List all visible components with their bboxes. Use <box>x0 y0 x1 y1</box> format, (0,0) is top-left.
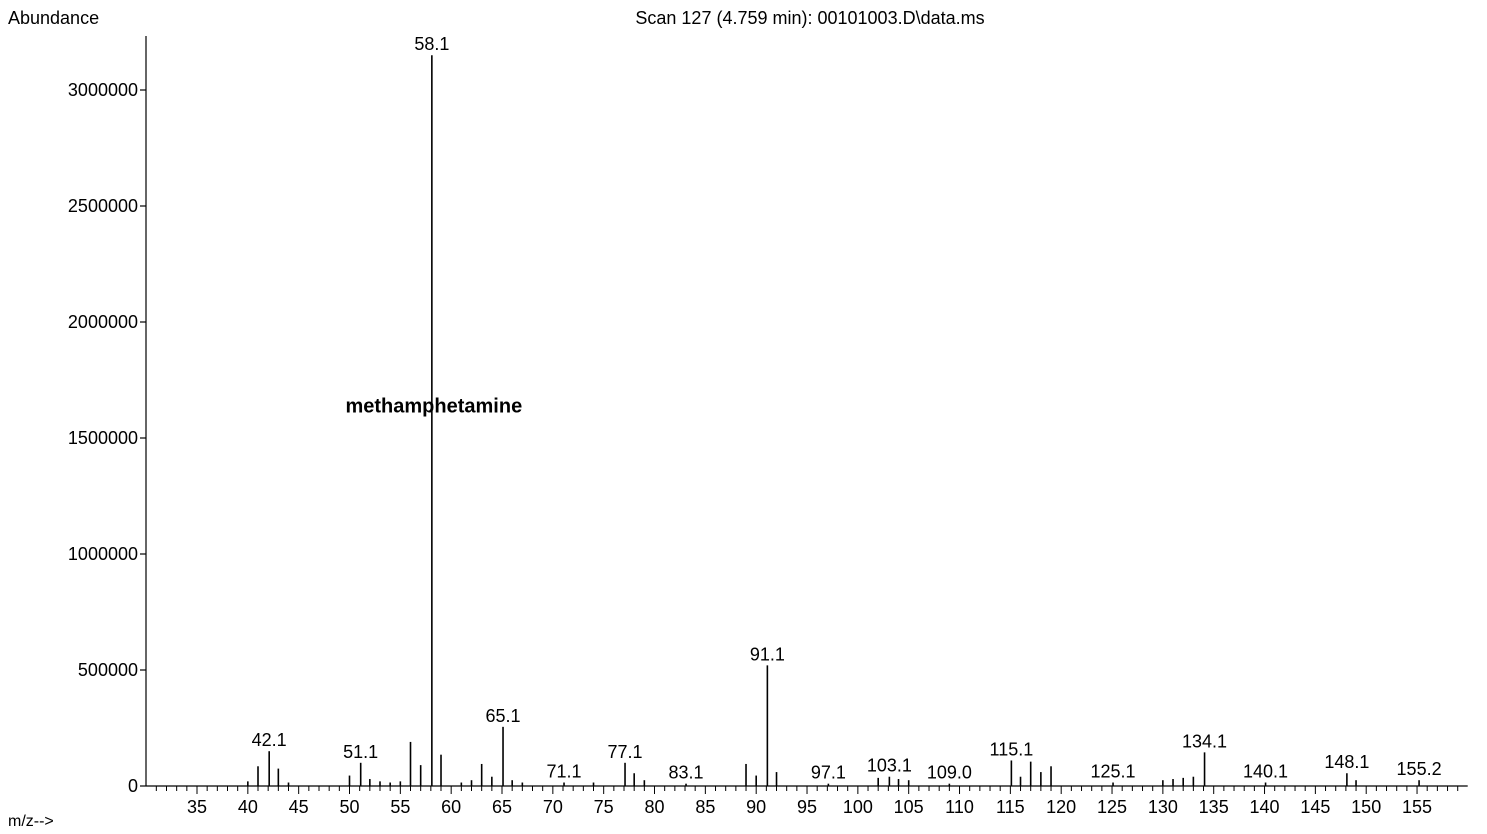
x-tick-label: 70 <box>543 797 563 817</box>
peak-label: 103.1 <box>867 756 912 776</box>
x-tick-label: 75 <box>594 797 614 817</box>
x-tick-label: 45 <box>289 797 309 817</box>
annotations: methamphetamine <box>345 395 522 417</box>
y-axis-label: Abundance <box>8 8 99 28</box>
x-tick-label: 40 <box>238 797 258 817</box>
y-tick-label: 0 <box>128 776 138 796</box>
peak-label: 65.1 <box>486 706 521 726</box>
peak-label: 155.2 <box>1397 759 1442 779</box>
x-tick-label: 120 <box>1046 797 1076 817</box>
x-tick-label: 35 <box>187 797 207 817</box>
x-tick-label: 90 <box>746 797 766 817</box>
x-tick-label: 125 <box>1097 797 1127 817</box>
x-tick-label: 55 <box>390 797 410 817</box>
y-tick-label: 1500000 <box>68 428 138 448</box>
x-tick-label: 100 <box>843 797 873 817</box>
x-tick-label: 105 <box>894 797 924 817</box>
peak-label: 58.1 <box>414 34 449 54</box>
x-axis-label: m/z--> <box>8 813 54 830</box>
x-tick-label: 110 <box>945 797 974 817</box>
y-axis: 0 500000 1000000 1500000 2000000 2500000 30000… <box>68 36 147 796</box>
peak-label: 71.1 <box>547 762 582 782</box>
x-tick-label: 60 <box>441 797 461 817</box>
y-tick-label: 3000000 <box>68 80 138 100</box>
x-axis: 35 40 45 50 55 60 65 70 75 80 85 90 95 100 105 110 115 12… <box>146 785 1468 817</box>
x-tick-label: 50 <box>339 797 359 817</box>
peak-label: 97.1 <box>811 763 846 783</box>
y-tick-label: 1000000 <box>68 544 138 564</box>
x-tick-label: 130 <box>1148 797 1178 817</box>
y-tick-label: 500000 <box>78 660 138 680</box>
x-tick-label: 65 <box>492 797 512 817</box>
x-tick-label: 85 <box>695 797 715 817</box>
x-tick-label: 145 <box>1300 797 1330 817</box>
x-tick-label: 155 <box>1402 797 1432 817</box>
peak-label: 134.1 <box>1182 731 1227 751</box>
compound-annotation: methamphetamine <box>345 395 522 417</box>
peak-labels: 42.1 51.1 58.1 65.1 71.1 77.1 83.1 91.1 97.1 103.… <box>252 34 1442 782</box>
x-tick-label: 80 <box>644 797 664 817</box>
peak-label: 77.1 <box>608 742 643 762</box>
chart-title: Scan 127 (4.759 min): 00101003.D\data.ms <box>635 8 984 28</box>
x-tick-label: 115 <box>996 797 1025 817</box>
y-tick-label: 2500000 <box>68 196 138 216</box>
x-tick-label: 140 <box>1250 797 1280 817</box>
peak-bars <box>247 55 1420 786</box>
peak-label: 83.1 <box>669 763 704 783</box>
peak-label: 125.1 <box>1091 762 1136 782</box>
peak-label: 42.1 <box>252 730 287 750</box>
x-tick-label: 150 <box>1351 797 1381 817</box>
peak-label: 51.1 <box>343 742 378 762</box>
y-tick-label: 2000000 <box>68 312 138 332</box>
peak-label: 91.1 <box>750 644 785 664</box>
x-tick-label: 135 <box>1199 797 1229 817</box>
peak-label: 109.0 <box>927 763 972 783</box>
peak-label: 140.1 <box>1243 762 1288 782</box>
peak-label: 115.1 <box>990 739 1034 759</box>
peak-label: 148.1 <box>1324 752 1369 772</box>
x-tick-label: 95 <box>797 797 817 817</box>
